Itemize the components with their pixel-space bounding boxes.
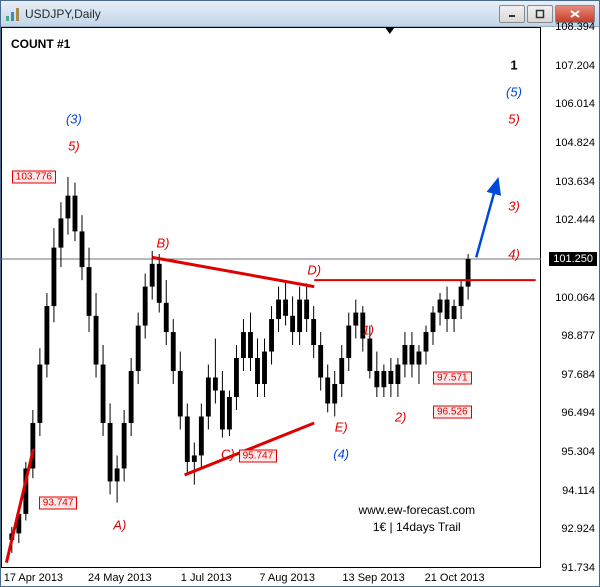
y-tick: 94.114 <box>562 485 595 497</box>
wave-label: 1) <box>362 322 374 337</box>
watermark-trial: 1€ | 14days Trail <box>373 520 461 534</box>
y-tick: 97.684 <box>561 369 595 381</box>
y-tick: 107.204 <box>555 60 595 72</box>
x-tick: 7 Aug 2013 <box>259 572 315 584</box>
y-tick: 100.064 <box>555 292 595 304</box>
wave-label: 2) <box>395 409 407 424</box>
wave-label: A) <box>113 517 126 532</box>
chart-area[interactable]: COUNT #1 1 (5) 5) (3) 5) 3) 4) B) D) 1) 2) E) (4) C) A… <box>1 27 599 586</box>
app-window: USDJPY,Daily COUNT #1 1 (5) 5) (3) 5) 3) 4) B) D… <box>0 0 600 587</box>
close-button[interactable] <box>555 5 595 23</box>
y-tick: 98.877 <box>561 330 595 342</box>
y-tick: 103.634 <box>555 176 595 188</box>
minimize-button[interactable] <box>499 5 525 23</box>
y-tick: 91.734 <box>561 562 595 574</box>
wave-label: (5) <box>506 84 522 99</box>
price-annotation: 95.747 <box>239 450 278 463</box>
watermark-url: www.ew-forecast.com <box>358 503 475 517</box>
titlebar[interactable]: USDJPY,Daily <box>1 1 599 27</box>
wave-label: 4) <box>508 247 520 262</box>
wave-label: 5) <box>68 139 80 154</box>
y-tick: 106.014 <box>555 98 595 110</box>
price-annotation: 93.747 <box>39 496 78 509</box>
chart-svg <box>1 27 541 568</box>
y-tick: 102.444 <box>555 214 595 226</box>
price-annotation: 103.776 <box>12 170 56 183</box>
price-annotation: 96.526 <box>433 406 472 419</box>
count-label: COUNT #1 <box>11 37 70 51</box>
x-tick: 1 Jul 2013 <box>181 572 232 584</box>
x-tick: 17 Apr 2013 <box>4 572 63 584</box>
wave-label: 5) <box>508 111 520 126</box>
wave-label: B) <box>157 236 170 251</box>
window-controls <box>499 5 595 23</box>
y-tick: 108.394 <box>555 21 595 33</box>
wave-label: 1 <box>510 57 517 72</box>
window-title: USDJPY,Daily <box>25 7 499 21</box>
y-tick: 95.304 <box>561 446 595 458</box>
wave-label: D) <box>307 263 321 278</box>
y-tick: 92.924 <box>561 523 595 535</box>
wave-label: E) <box>335 420 348 435</box>
wave-label: C) <box>221 447 235 462</box>
price-annotation: 97.571 <box>433 372 472 385</box>
wave-label: (3) <box>66 111 82 126</box>
wave-label: (4) <box>333 447 349 462</box>
chart-icon <box>5 6 21 22</box>
y-tick: 96.494 <box>561 407 595 419</box>
maximize-button[interactable] <box>527 5 553 23</box>
x-tick: 24 May 2013 <box>88 572 152 584</box>
x-tick: 21 Oct 2013 <box>425 572 485 584</box>
y-tick: 104.824 <box>555 137 595 149</box>
x-tick: 13 Sep 2013 <box>342 572 404 584</box>
wave-label: 3) <box>508 198 520 213</box>
plot-region: COUNT #1 1 (5) 5) (3) 5) 3) 4) B) D) 1) 2) E) (4) C) A… <box>1 27 541 568</box>
current-price-marker: 101.250 <box>549 252 597 266</box>
